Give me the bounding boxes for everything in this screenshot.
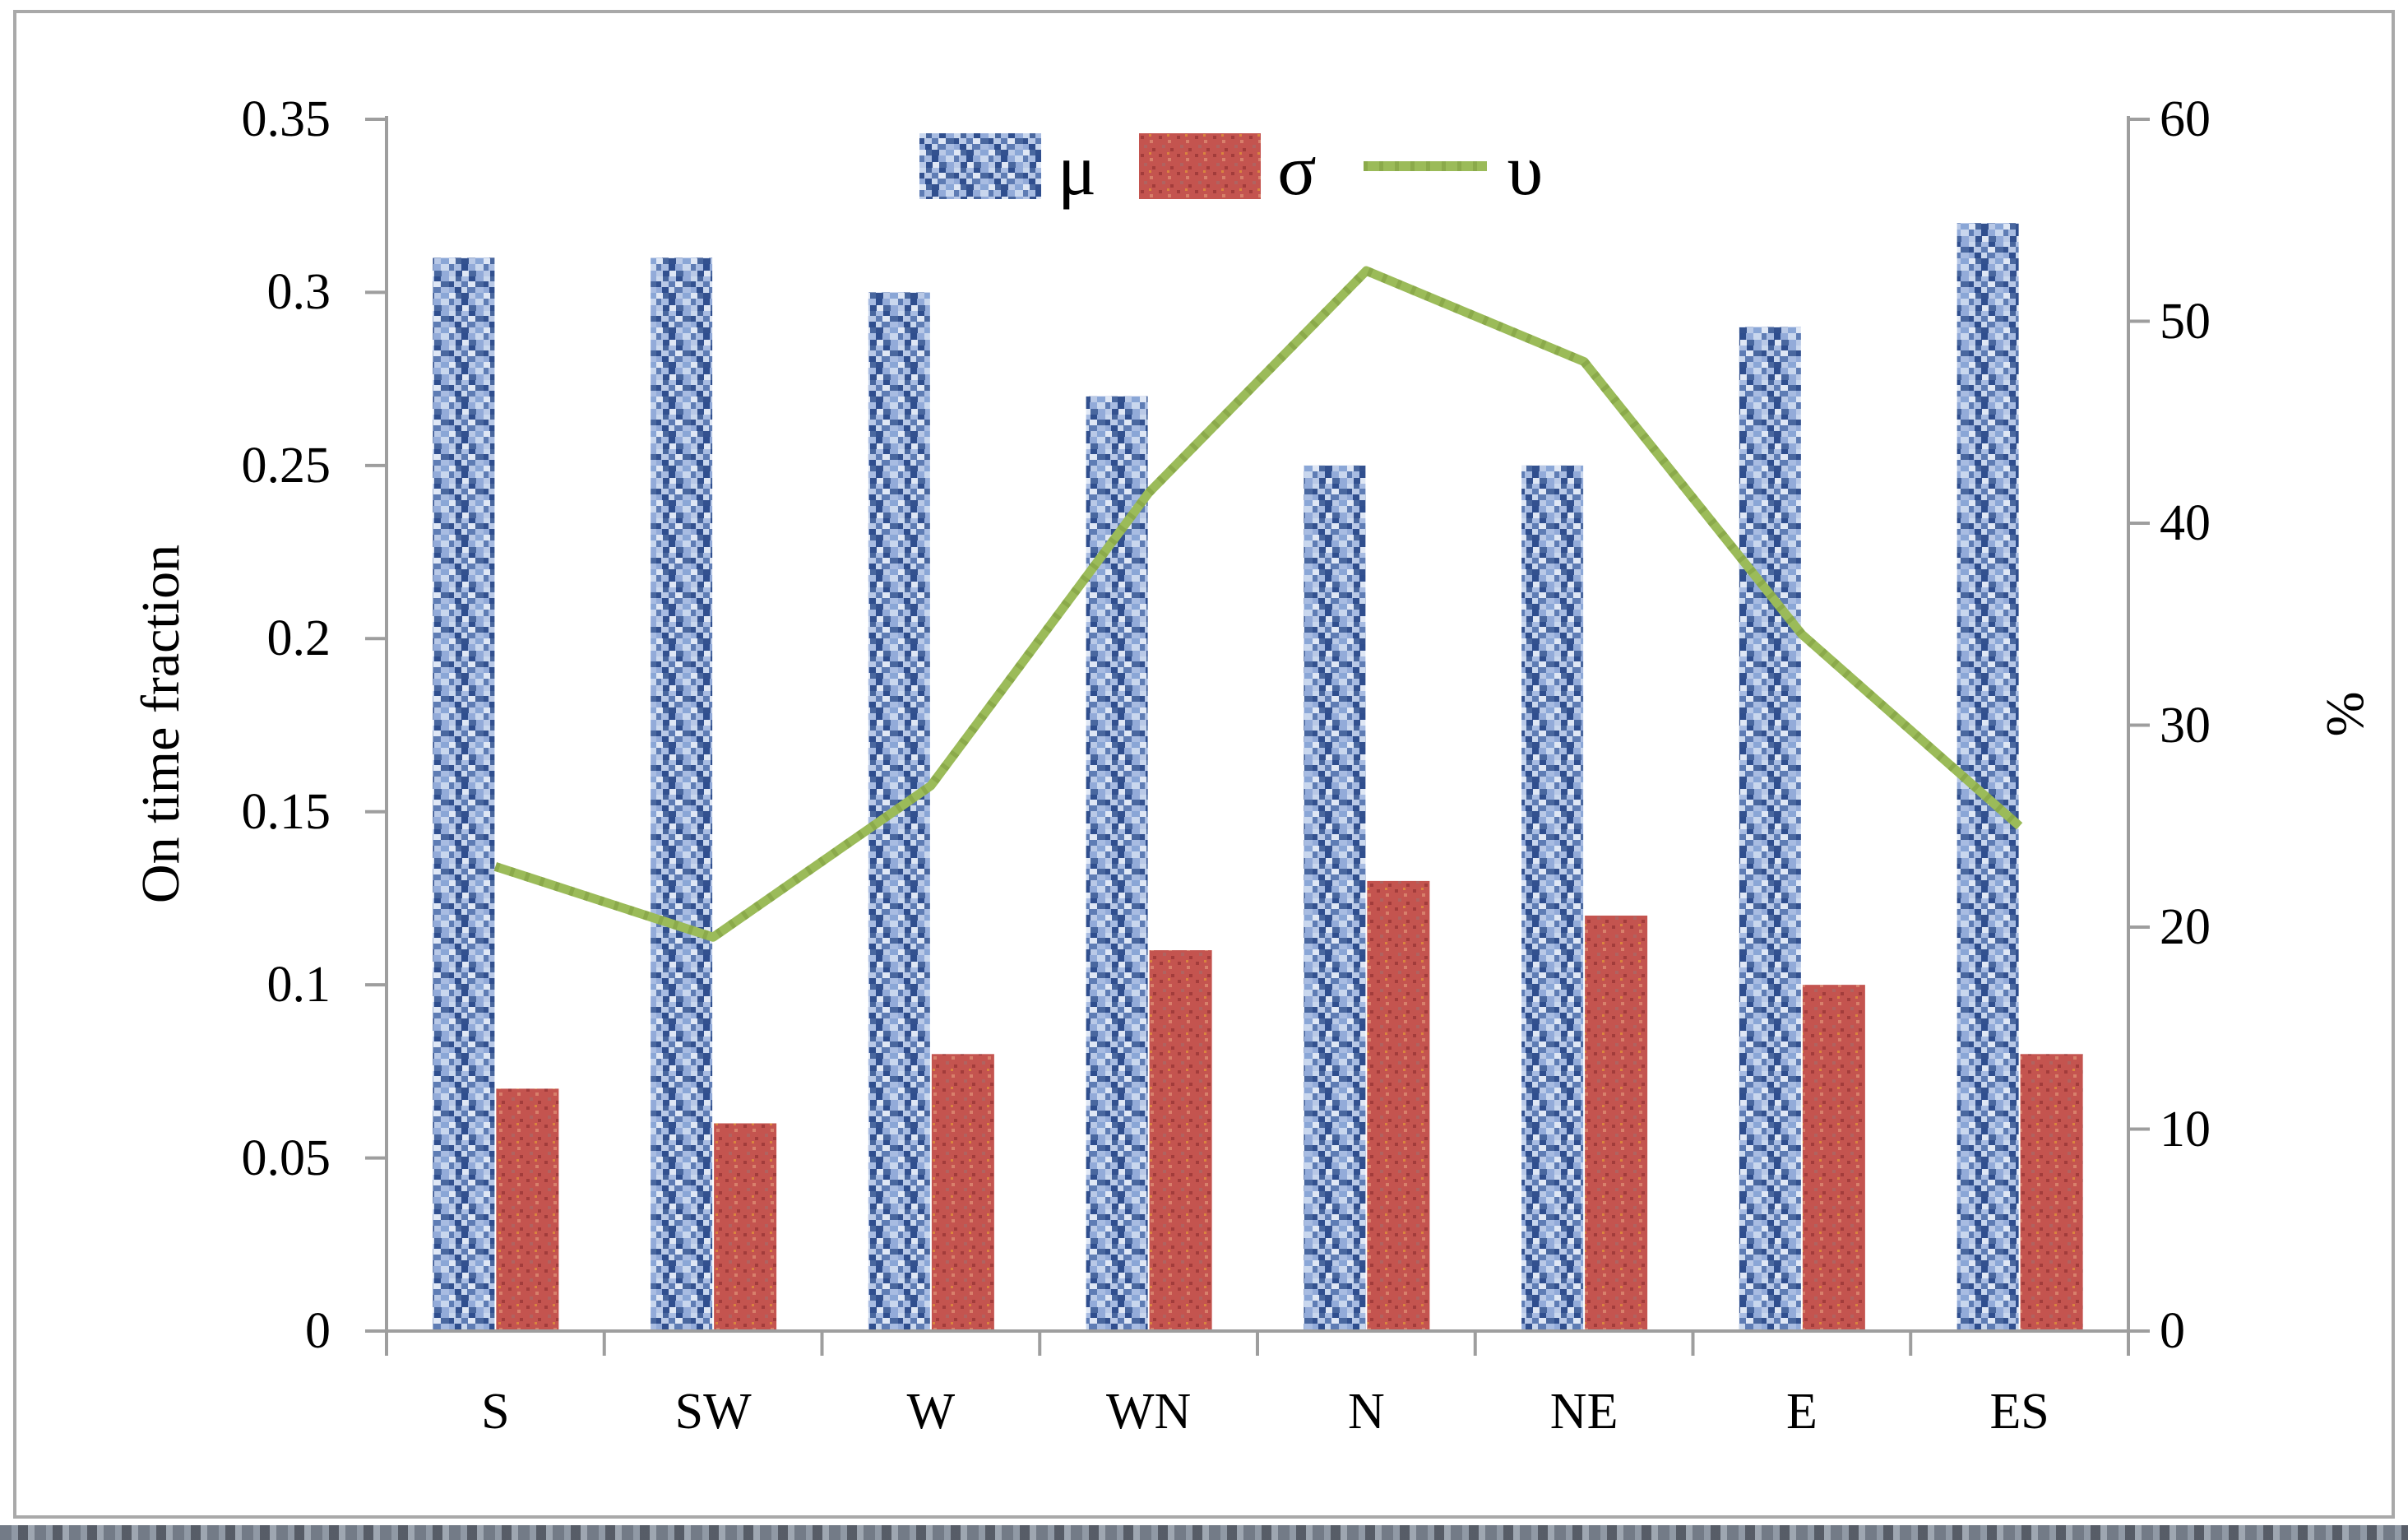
right-tick-label: 60	[2160, 91, 2211, 147]
left-tick-label: 0.2	[266, 610, 331, 667]
right-tick-label: 30	[2160, 697, 2211, 754]
sigma-bar	[1367, 880, 1430, 1331]
x-axis-label-W: W	[906, 1384, 956, 1440]
sigma-bar	[1802, 985, 1865, 1331]
right-tick-label: 10	[2160, 1101, 2211, 1157]
legend: μ σ υ	[919, 130, 1543, 207]
x-axis-label-N: N	[1347, 1384, 1385, 1440]
x-axis-label-WN: WN	[1105, 1384, 1192, 1440]
legend-label-upsilon: υ	[1507, 131, 1544, 211]
x-axis-label-SW: SW	[674, 1384, 752, 1440]
legend-item-mu: μ	[919, 130, 1096, 207]
legend-label-sigma: σ	[1277, 131, 1317, 211]
upsilon-line	[493, 265, 2023, 943]
mu-bars	[433, 223, 2019, 1332]
left-tick-label: 0.25	[241, 437, 331, 494]
mu-swatch-icon	[919, 133, 1041, 199]
x-axis-label-NE: NE	[1549, 1384, 1618, 1440]
left-axis-title: On time fraction	[131, 544, 191, 904]
left-tick-label: 0.15	[241, 783, 331, 840]
right-tick-label: 50	[2160, 293, 2211, 350]
bottom-edge-artifact	[0, 1525, 2408, 1540]
upsilon-line-path	[493, 266, 2023, 942]
left-tick-label: 0.35	[241, 91, 331, 147]
sigma-bar	[2020, 1054, 2083, 1331]
mu-bar	[433, 257, 495, 1331]
right-axis-title: %	[2315, 691, 2375, 737]
mu-bar	[651, 257, 713, 1331]
left-tick-label: 0.05	[241, 1129, 331, 1186]
left-tick-label: 0.1	[266, 957, 331, 1014]
right-tick-label: 40	[2160, 495, 2211, 551]
sigma-bar	[931, 1054, 994, 1331]
sigma-swatch-icon	[1139, 133, 1262, 199]
x-axis-label-E: E	[1785, 1384, 1818, 1440]
legend-item-sigma: σ	[1139, 130, 1317, 207]
left-tick-label: 0	[305, 1303, 331, 1359]
sigma-bar	[1585, 915, 1648, 1331]
right-tick-label: 20	[2160, 899, 2211, 955]
mu-bar	[1086, 396, 1148, 1332]
sigma-bars	[496, 880, 2083, 1331]
sigma-bar	[1149, 950, 1212, 1331]
left-tick-label: 0.3	[266, 264, 331, 321]
mu-bar	[1739, 327, 1801, 1331]
legend-label-mu: μ	[1058, 131, 1097, 211]
x-axis-label-ES: ES	[1989, 1384, 2049, 1440]
mu-bar	[1304, 465, 1366, 1331]
upsilon-swatch-icon	[1363, 161, 1487, 171]
right-tick-label: 0	[2160, 1303, 2185, 1359]
axes	[365, 116, 2150, 1356]
legend-item-upsilon: υ	[1359, 130, 1543, 207]
mu-bar	[1521, 465, 1584, 1331]
x-axis-label-S: S	[481, 1384, 510, 1440]
sigma-bar	[496, 1088, 559, 1331]
sigma-bar	[714, 1123, 777, 1331]
